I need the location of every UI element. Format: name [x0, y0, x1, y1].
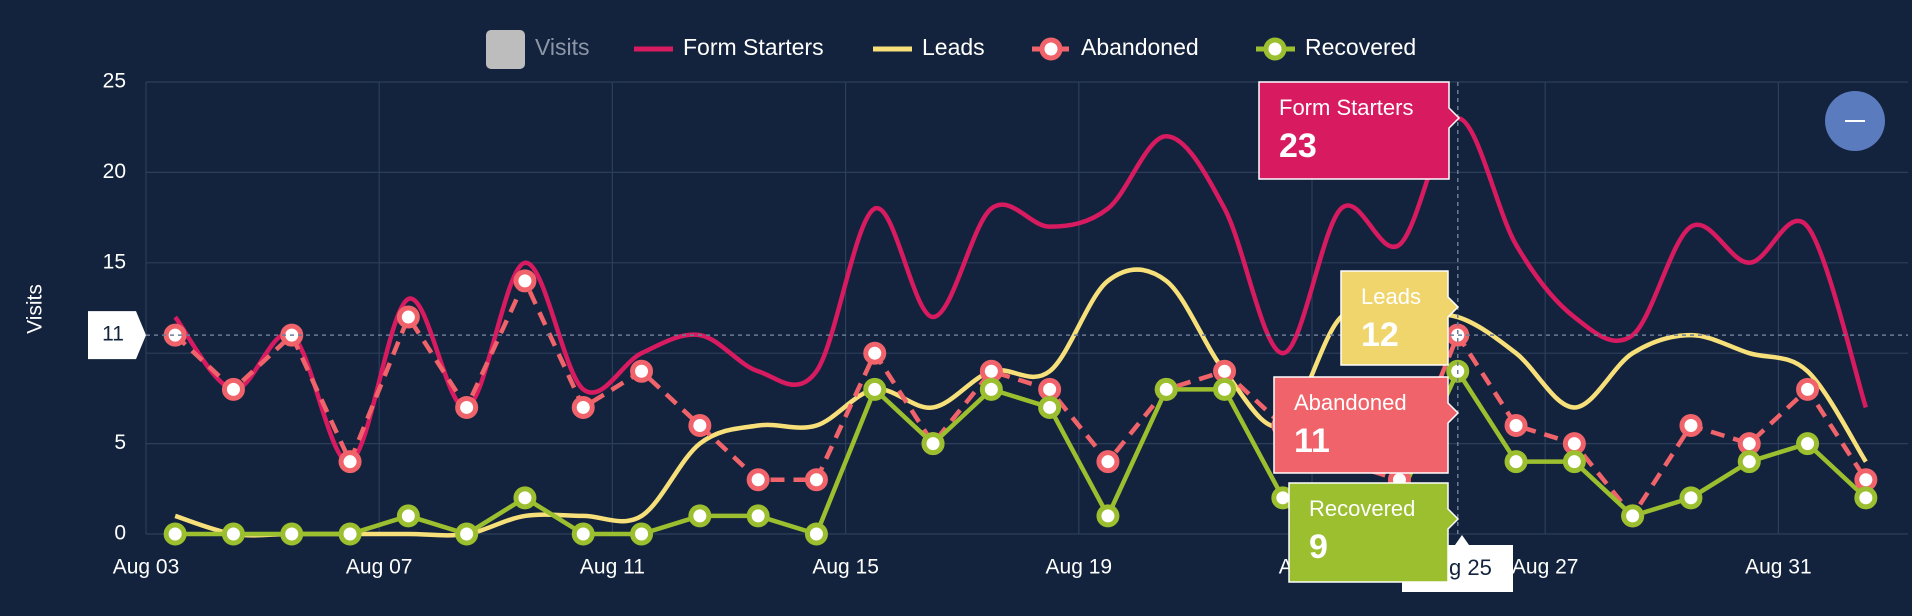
point-marker [630, 359, 654, 383]
point-marker [804, 522, 828, 546]
x-tick-label: Aug 31 [1745, 556, 1812, 579]
y-tick-label: 15 [103, 250, 126, 273]
x-tick-label: Aug 15 [812, 556, 879, 579]
tooltip-box [1288, 482, 1460, 583]
tooltip-name: Form Starters [1279, 95, 1413, 120]
point-marker [1038, 395, 1062, 419]
point-marker [513, 486, 537, 510]
tooltip-value: 12 [1361, 316, 1399, 354]
point-marker [571, 522, 595, 546]
point-marker [221, 522, 245, 546]
legend-marker [1263, 37, 1287, 61]
crosshair-y-label: 11 [102, 323, 124, 346]
tooltip-name: Abandoned [1294, 390, 1407, 415]
x-tick-label: Aug 27 [1512, 556, 1579, 579]
legend-marker [1039, 37, 1063, 61]
tooltip-name: Leads [1361, 284, 1421, 309]
tooltip-value: 11 [1294, 422, 1330, 460]
point-marker [1737, 432, 1761, 456]
x-tick-label: Aug 19 [1046, 556, 1113, 579]
tooltip-value: 23 [1279, 127, 1317, 165]
point-marker [1096, 450, 1120, 474]
point-marker [1854, 468, 1878, 492]
point-marker [1796, 432, 1820, 456]
point-marker [1679, 486, 1703, 510]
tooltip-box [1273, 376, 1460, 474]
crosshair-y-box [88, 311, 146, 360]
point-marker [1213, 377, 1237, 401]
tooltip-value: 9 [1309, 528, 1328, 566]
legend-label: Recovered [1305, 34, 1416, 60]
point-marker [746, 504, 770, 528]
point-marker [630, 522, 654, 546]
point-marker [1504, 450, 1528, 474]
point-marker [1737, 450, 1761, 474]
point-marker [396, 504, 420, 528]
point-marker [863, 377, 887, 401]
series-line [174, 267, 1868, 538]
point-marker [979, 359, 1003, 383]
point-marker [338, 522, 362, 546]
legend-label: Visits [535, 34, 590, 60]
point-marker [1038, 377, 1062, 401]
point-marker [455, 522, 479, 546]
point-marker [1679, 414, 1703, 438]
point-marker [280, 522, 304, 546]
point-marker [163, 522, 187, 546]
point-marker [1096, 504, 1120, 528]
point-marker [1796, 377, 1820, 401]
point-marker [1621, 504, 1645, 528]
x-tick-label: Aug 11 [580, 556, 645, 579]
legend-label: Abandoned [1081, 34, 1199, 60]
point-marker [163, 323, 187, 347]
point-marker [1504, 414, 1528, 438]
y-tick-label: 25 [103, 70, 126, 93]
point-marker [455, 395, 479, 419]
point-marker [338, 450, 362, 474]
legend-label: Form Starters [683, 34, 824, 60]
tooltip-box [1258, 81, 1461, 180]
point-marker [1562, 450, 1586, 474]
point-marker [979, 377, 1003, 401]
point-marker [396, 305, 420, 329]
point-marker [1854, 486, 1878, 510]
point-marker [513, 269, 537, 293]
point-marker [804, 468, 828, 492]
point-marker [221, 377, 245, 401]
point-marker [1213, 359, 1237, 383]
x-tick-label: Aug 07 [346, 556, 413, 579]
legend-label: Leads [922, 34, 985, 60]
point-marker [746, 468, 770, 492]
y-tick-label: 20 [103, 160, 126, 183]
point-marker [688, 414, 712, 438]
legend-swatch [486, 30, 525, 69]
y-tick-label: 5 [114, 431, 126, 454]
tooltip-box [1340, 270, 1460, 366]
point-marker [688, 504, 712, 528]
tooltip-name: Recovered [1309, 496, 1415, 521]
point-marker [921, 432, 945, 456]
point-marker [571, 395, 595, 419]
y-tick-label: 0 [114, 522, 126, 545]
point-marker [1562, 432, 1586, 456]
zoom-button[interactable] [1825, 91, 1885, 151]
series-line [173, 115, 1868, 464]
y-axis-label: Visits [24, 284, 47, 334]
point-marker [863, 341, 887, 365]
point-marker [1154, 377, 1178, 401]
x-tick-label: Aug 03 [113, 556, 180, 579]
